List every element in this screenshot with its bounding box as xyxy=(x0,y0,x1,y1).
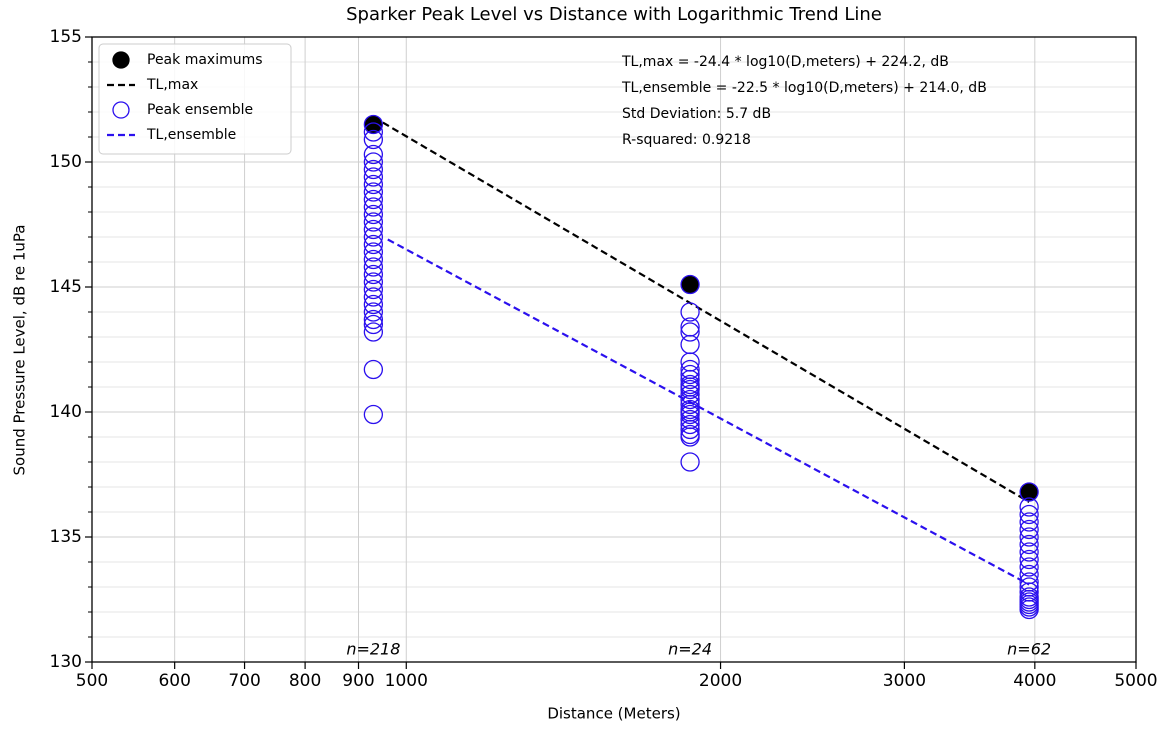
data-point xyxy=(363,249,384,270)
data-point xyxy=(363,212,384,232)
data-point xyxy=(363,314,384,335)
data-point xyxy=(363,204,384,225)
x-tick-label: 600 xyxy=(158,671,190,691)
data-point xyxy=(363,272,384,292)
data-point xyxy=(363,404,384,425)
data-point xyxy=(363,227,384,247)
x-tick-label: 800 xyxy=(289,671,321,691)
x-tick-label: 700 xyxy=(228,671,260,691)
x-tick-label: 2000 xyxy=(699,671,742,691)
data-point xyxy=(1019,534,1039,555)
data-point xyxy=(680,302,700,322)
data-point xyxy=(680,389,700,410)
x-tick-label: 500 xyxy=(76,671,108,691)
data-point xyxy=(363,234,384,255)
y-tick-label: 150 xyxy=(50,152,82,172)
data-point xyxy=(680,364,700,385)
data-point xyxy=(680,414,700,435)
y-tick-label: 145 xyxy=(50,277,82,297)
data-point xyxy=(680,369,700,390)
data-point xyxy=(363,197,384,217)
data-point xyxy=(363,359,384,380)
x-axis-label: Distance (Meters) xyxy=(547,705,680,723)
sample-count: n=24 xyxy=(668,640,712,659)
data-point xyxy=(1019,557,1039,577)
data-point xyxy=(363,219,384,240)
y-tick-label: 135 xyxy=(50,527,82,547)
legend-label: TL,ensemble xyxy=(146,127,236,143)
data-point xyxy=(363,257,384,277)
data-point xyxy=(363,152,384,172)
data-point xyxy=(1019,519,1039,540)
data-point xyxy=(363,182,384,202)
data-point xyxy=(363,242,384,262)
data-point xyxy=(363,174,384,195)
annotation: TL,max = -24.4 * log10(D,meters) + 224.2… xyxy=(621,54,949,70)
sample-count: n=218 xyxy=(346,640,400,659)
data-point xyxy=(363,144,384,165)
trend-line xyxy=(372,116,1030,503)
data-point xyxy=(363,294,384,315)
legend-label: TL,max xyxy=(146,77,198,93)
data-point xyxy=(363,167,384,187)
data-point xyxy=(1019,504,1039,525)
data-point xyxy=(1019,497,1039,517)
y-tick-label: 130 xyxy=(50,652,82,672)
data-point xyxy=(680,377,700,397)
x-tick-label: 1000 xyxy=(385,671,428,691)
data-point xyxy=(680,322,700,342)
data-point xyxy=(1019,599,1039,620)
data-point xyxy=(363,287,384,307)
legend-box xyxy=(98,43,292,155)
trend-line xyxy=(387,238,1030,586)
data-point xyxy=(363,302,384,322)
data-point xyxy=(363,114,384,135)
data-point xyxy=(363,189,384,210)
legend-label: Peak maximums xyxy=(147,52,263,68)
data-point xyxy=(363,159,384,180)
data-point xyxy=(363,279,384,300)
x-tick-label: 900 xyxy=(342,671,374,691)
data-point xyxy=(1019,482,1039,502)
data-point xyxy=(363,122,384,142)
data-point xyxy=(1019,549,1039,570)
data-point xyxy=(363,309,384,330)
data-point xyxy=(1019,527,1039,547)
legend-marker xyxy=(112,101,130,119)
legend-label: Peak ensemble xyxy=(147,102,253,118)
data-point xyxy=(680,334,700,355)
data-point xyxy=(364,115,383,134)
y-tick-label: 155 xyxy=(50,27,82,47)
data-point xyxy=(680,402,700,422)
data-point xyxy=(1020,483,1038,501)
data-point xyxy=(363,264,384,285)
y-axis-label: Sound Pressure Level, dB re 1uPa xyxy=(11,225,29,476)
chart-title: Sparker Peak Level vs Distance with Loga… xyxy=(346,4,882,25)
data-point xyxy=(363,129,384,150)
annotation: R-squared: 0.9218 xyxy=(622,132,751,148)
data-point xyxy=(363,322,384,342)
data-point xyxy=(1019,542,1039,562)
legend-marker xyxy=(112,51,130,69)
sample-count: n=62 xyxy=(1007,640,1051,659)
y-tick-label: 140 xyxy=(50,402,82,422)
x-tick-label: 3000 xyxy=(883,671,926,691)
x-tick-label: 4000 xyxy=(1013,671,1056,691)
data-point xyxy=(680,274,700,295)
annotation: TL,ensemble = -22.5 * log10(D,meters) + … xyxy=(621,80,987,96)
plot-frame xyxy=(91,36,1137,663)
x-tick-label: 5000 xyxy=(1114,671,1157,691)
annotation: Std Deviation: 5.7 dB xyxy=(622,106,771,122)
data-point xyxy=(680,452,700,472)
data-point xyxy=(681,275,699,294)
data-point xyxy=(680,427,700,447)
data-point xyxy=(1019,512,1039,532)
